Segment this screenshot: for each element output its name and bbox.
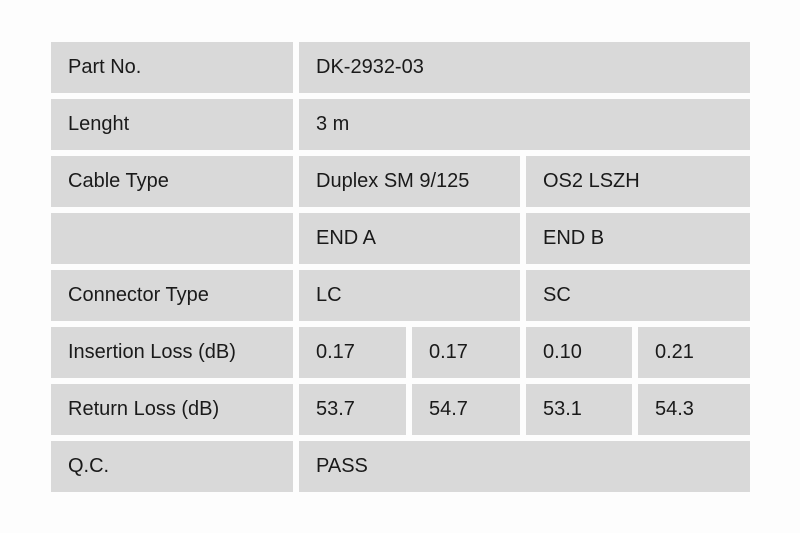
part-no-value: DK-2932-03 (299, 42, 750, 93)
return-loss-end-b-fiber1: 53.1 (526, 384, 632, 435)
qc-test-report-table: Part No. DK-2932-03 Lenght 3 m Cable Typ… (51, 42, 750, 492)
insertion-loss-end-b-fiber2: 0.21 (638, 327, 750, 378)
cable-type-value-os2: OS2 LSZH (526, 156, 750, 207)
end-a-header: END A (299, 213, 520, 264)
cable-type-label: Cable Type (51, 156, 293, 207)
return-loss-label: Return Loss (dB) (51, 384, 293, 435)
insertion-loss-end-a-fiber2: 0.17 (412, 327, 520, 378)
qc-label: Q.C. (51, 441, 293, 492)
return-loss-end-a-fiber1: 53.7 (299, 384, 406, 435)
part-no-label: Part No. (51, 42, 293, 93)
qc-result: PASS (299, 441, 750, 492)
end-header-spacer (51, 213, 293, 264)
insertion-loss-end-a-fiber1: 0.17 (299, 327, 406, 378)
length-label: Lenght (51, 99, 293, 150)
insertion-loss-end-b-fiber1: 0.10 (526, 327, 632, 378)
length-value: 3 m (299, 99, 750, 150)
connector-type-label: Connector Type (51, 270, 293, 321)
return-loss-end-a-fiber2: 54.7 (412, 384, 520, 435)
connector-type-end-a: LC (299, 270, 520, 321)
return-loss-end-b-fiber2: 54.3 (638, 384, 750, 435)
insertion-loss-label: Insertion Loss (dB) (51, 327, 293, 378)
cable-type-value-sm: Duplex SM 9/125 (299, 156, 520, 207)
end-b-header: END B (526, 213, 750, 264)
connector-type-end-b: SC (526, 270, 750, 321)
